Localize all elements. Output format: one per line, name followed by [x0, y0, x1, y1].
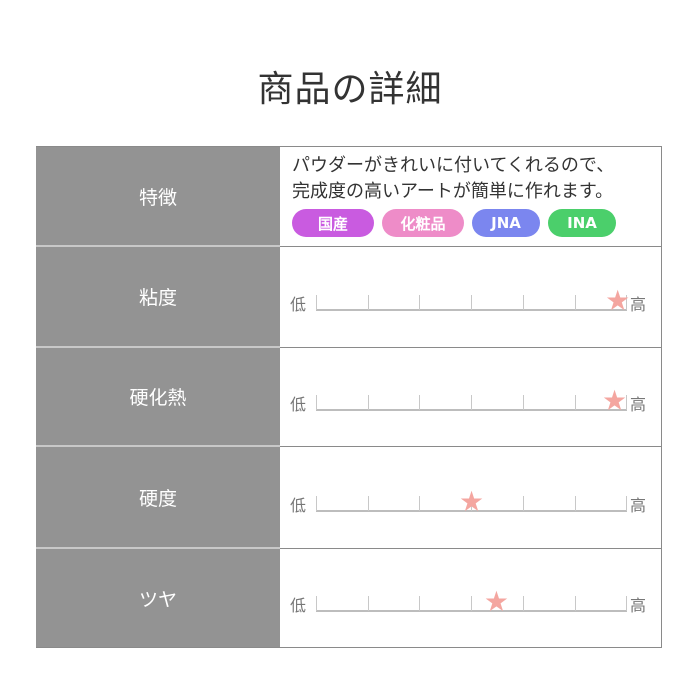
- scale-line: [316, 409, 627, 411]
- star-icon: ★: [458, 484, 485, 518]
- scale-tick: [471, 395, 473, 410]
- row-label: 粘度: [36, 247, 280, 348]
- star-icon: ★: [483, 585, 509, 618]
- tag-domestic: 国産: [292, 209, 374, 237]
- scale-tick: [471, 495, 473, 511]
- scale-line: [316, 509, 627, 512]
- scale-tick: [471, 596, 473, 611]
- scale-tick: [367, 395, 369, 410]
- row-label: 硬化熱: [36, 348, 280, 447]
- star-icon: ★: [605, 284, 631, 317]
- star-icon: ★: [601, 384, 628, 417]
- scale-high-label: 高: [630, 495, 647, 515]
- tag-ina: INA: [548, 209, 616, 237]
- scale-tick: [626, 395, 628, 410]
- row-gloss: ツヤ 低 ★ 高: [36, 549, 661, 647]
- row-label: 硬度: [36, 447, 280, 549]
- row-viscosity: 粘度 低 ★ 高: [36, 247, 661, 348]
- scale-high-label: 高: [630, 295, 647, 314]
- scale-tick: [316, 495, 317, 511]
- scale-low-label: 低: [290, 295, 307, 314]
- tag-list: 国産 化粧品 JNA INA: [292, 209, 616, 237]
- page-title: 商品の詳細: [257, 69, 443, 110]
- scale-line: [316, 610, 627, 612]
- scale-line: [316, 309, 627, 311]
- description-line: 完成度の高いアートが簡単に作れます。: [292, 181, 614, 202]
- rating-scale: 低 ★ 高: [280, 586, 661, 616]
- row-curing-heat: 硬化熱 低 ★ 高: [36, 348, 661, 447]
- scale-tick: [367, 596, 369, 611]
- scale-tick: [574, 596, 576, 611]
- scale-tick: [316, 295, 317, 310]
- description-line: パウダーがきれいに付いてくれるので、: [292, 155, 615, 176]
- description: パウダーがきれいに付いてくれるので、 完成度の高いアートが簡単に作れます。: [292, 153, 614, 205]
- scale-tick: [419, 295, 421, 310]
- scale-high-label: 高: [630, 596, 647, 615]
- scale-tick: [522, 295, 524, 310]
- row-label: ツヤ: [36, 549, 280, 647]
- rating-scale: 低 ★ 高: [280, 385, 661, 415]
- scale-tick: [522, 395, 524, 410]
- rating-scale: 低 ★ 高: [280, 486, 661, 516]
- product-details-table: 特徴 パウダーがきれいに付いてくれるので、 完成度の高いアートが簡単に作れます。…: [36, 146, 662, 648]
- scale-tick: [522, 596, 524, 611]
- scale-tick: [367, 295, 369, 310]
- scale-tick: [419, 395, 421, 410]
- row-features: 特徴 パウダーがきれいに付いてくれるので、 完成度の高いアートが簡単に作れます。…: [36, 147, 661, 247]
- scale-tick: [626, 295, 628, 310]
- row-label: 特徴: [36, 147, 280, 247]
- row-hardness: 硬度 低 ★ 高: [36, 447, 661, 549]
- scale-tick: [574, 495, 576, 511]
- scale-low-label: 低: [290, 596, 307, 615]
- rating-scale: 低 ★ 高: [280, 285, 661, 315]
- scale-tick: [316, 596, 317, 611]
- scale-tick: [574, 395, 576, 410]
- scale-high-label: 高: [630, 395, 647, 414]
- scale-tick: [367, 495, 369, 511]
- scale-tick: [471, 295, 473, 310]
- scale-tick: [626, 495, 628, 511]
- scale-tick: [419, 495, 421, 511]
- scale-tick: [316, 395, 317, 410]
- scale-tick: [626, 596, 628, 611]
- tag-jna: JNA: [472, 209, 540, 237]
- scale-low-label: 低: [290, 495, 307, 515]
- scale-tick: [574, 295, 576, 310]
- scale-tick: [419, 596, 421, 611]
- scale-tick: [522, 495, 524, 511]
- scale-low-label: 低: [290, 395, 307, 414]
- tag-cosmetic: 化粧品: [382, 209, 464, 237]
